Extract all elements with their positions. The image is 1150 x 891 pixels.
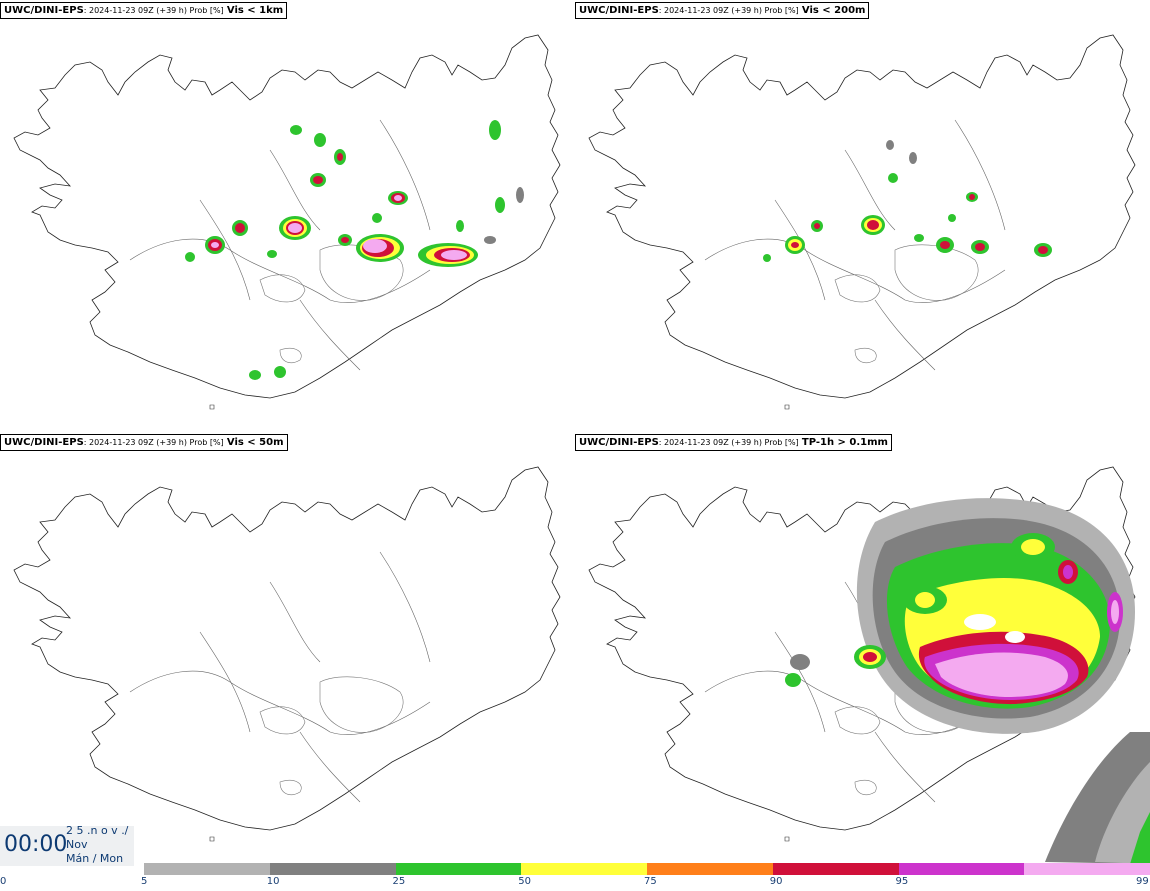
panel-title: UWC/DINI-EPS: 2024-11-23 09Z (+39 h) Pro…: [0, 434, 288, 451]
map-iceland: [13, 466, 561, 842]
valid-time-box: [0, 826, 134, 866]
valid-date-line2: Nov: [66, 838, 88, 851]
colorbar-tick: 95: [895, 876, 909, 887]
colorbar-segment: [1024, 863, 1150, 875]
panel-title: UWC/DINI-EPS: 2024-11-23 09Z (+39 h) Pro…: [575, 2, 870, 19]
colorbar-tick: 5: [141, 876, 148, 887]
colorbar-tick: 25: [392, 876, 406, 887]
colorbar-tick: 75: [644, 876, 657, 887]
colorbar-tick: 10: [266, 876, 280, 887]
panel-title: UWC/DINI-EPS: 2024-11-23 09Z (+39 h) Pro…: [575, 434, 892, 451]
map-iceland: [13, 34, 561, 410]
prob-blobs: [763, 140, 1052, 262]
colorbar-segment: [144, 863, 270, 875]
colorbar-segment: [898, 863, 1025, 875]
colorbar-tick: 0: [0, 876, 7, 887]
map-iceland: [588, 34, 1136, 410]
prob-blobs: [785, 498, 1150, 864]
colorbar-tick: 50: [518, 876, 531, 887]
colorbar-segment: [647, 863, 773, 875]
valid-date-line3: Mán / Mon: [66, 852, 124, 865]
panel-vis-50m: UWC/DINI-EPS: 2024-11-23 09Z (+39 h) Pro…: [0, 432, 575, 864]
panel-tp-1h: UWC/DINI-EPS: 2024-11-23 09Z (+39 h) Pro…: [575, 432, 1150, 864]
panel-title: UWC/DINI-EPS: 2024-11-23 09Z (+39 h) Pro…: [0, 2, 288, 19]
panel-vis-200m: UWC/DINI-EPS: 2024-11-23 09Z (+39 h) Pro…: [575, 0, 1150, 432]
colorbar-segment: [772, 863, 899, 875]
valid-time: 00:00: [4, 832, 68, 857]
colorbar-tick: 90: [769, 876, 783, 887]
panel-vis-1km: UWC/DINI-EPS: 2024-11-23 09Z (+39 h) Pro…: [0, 0, 575, 432]
colorbar-segment: [395, 863, 522, 875]
prob-blobs: [185, 120, 524, 380]
colorbar-segment: [521, 863, 647, 875]
colorbar-tick: 99: [1136, 876, 1149, 887]
colorbar-segment: [269, 863, 396, 875]
map-iceland: [588, 466, 1150, 864]
valid-date-line1: 2 5 .n o v ./: [66, 824, 129, 837]
